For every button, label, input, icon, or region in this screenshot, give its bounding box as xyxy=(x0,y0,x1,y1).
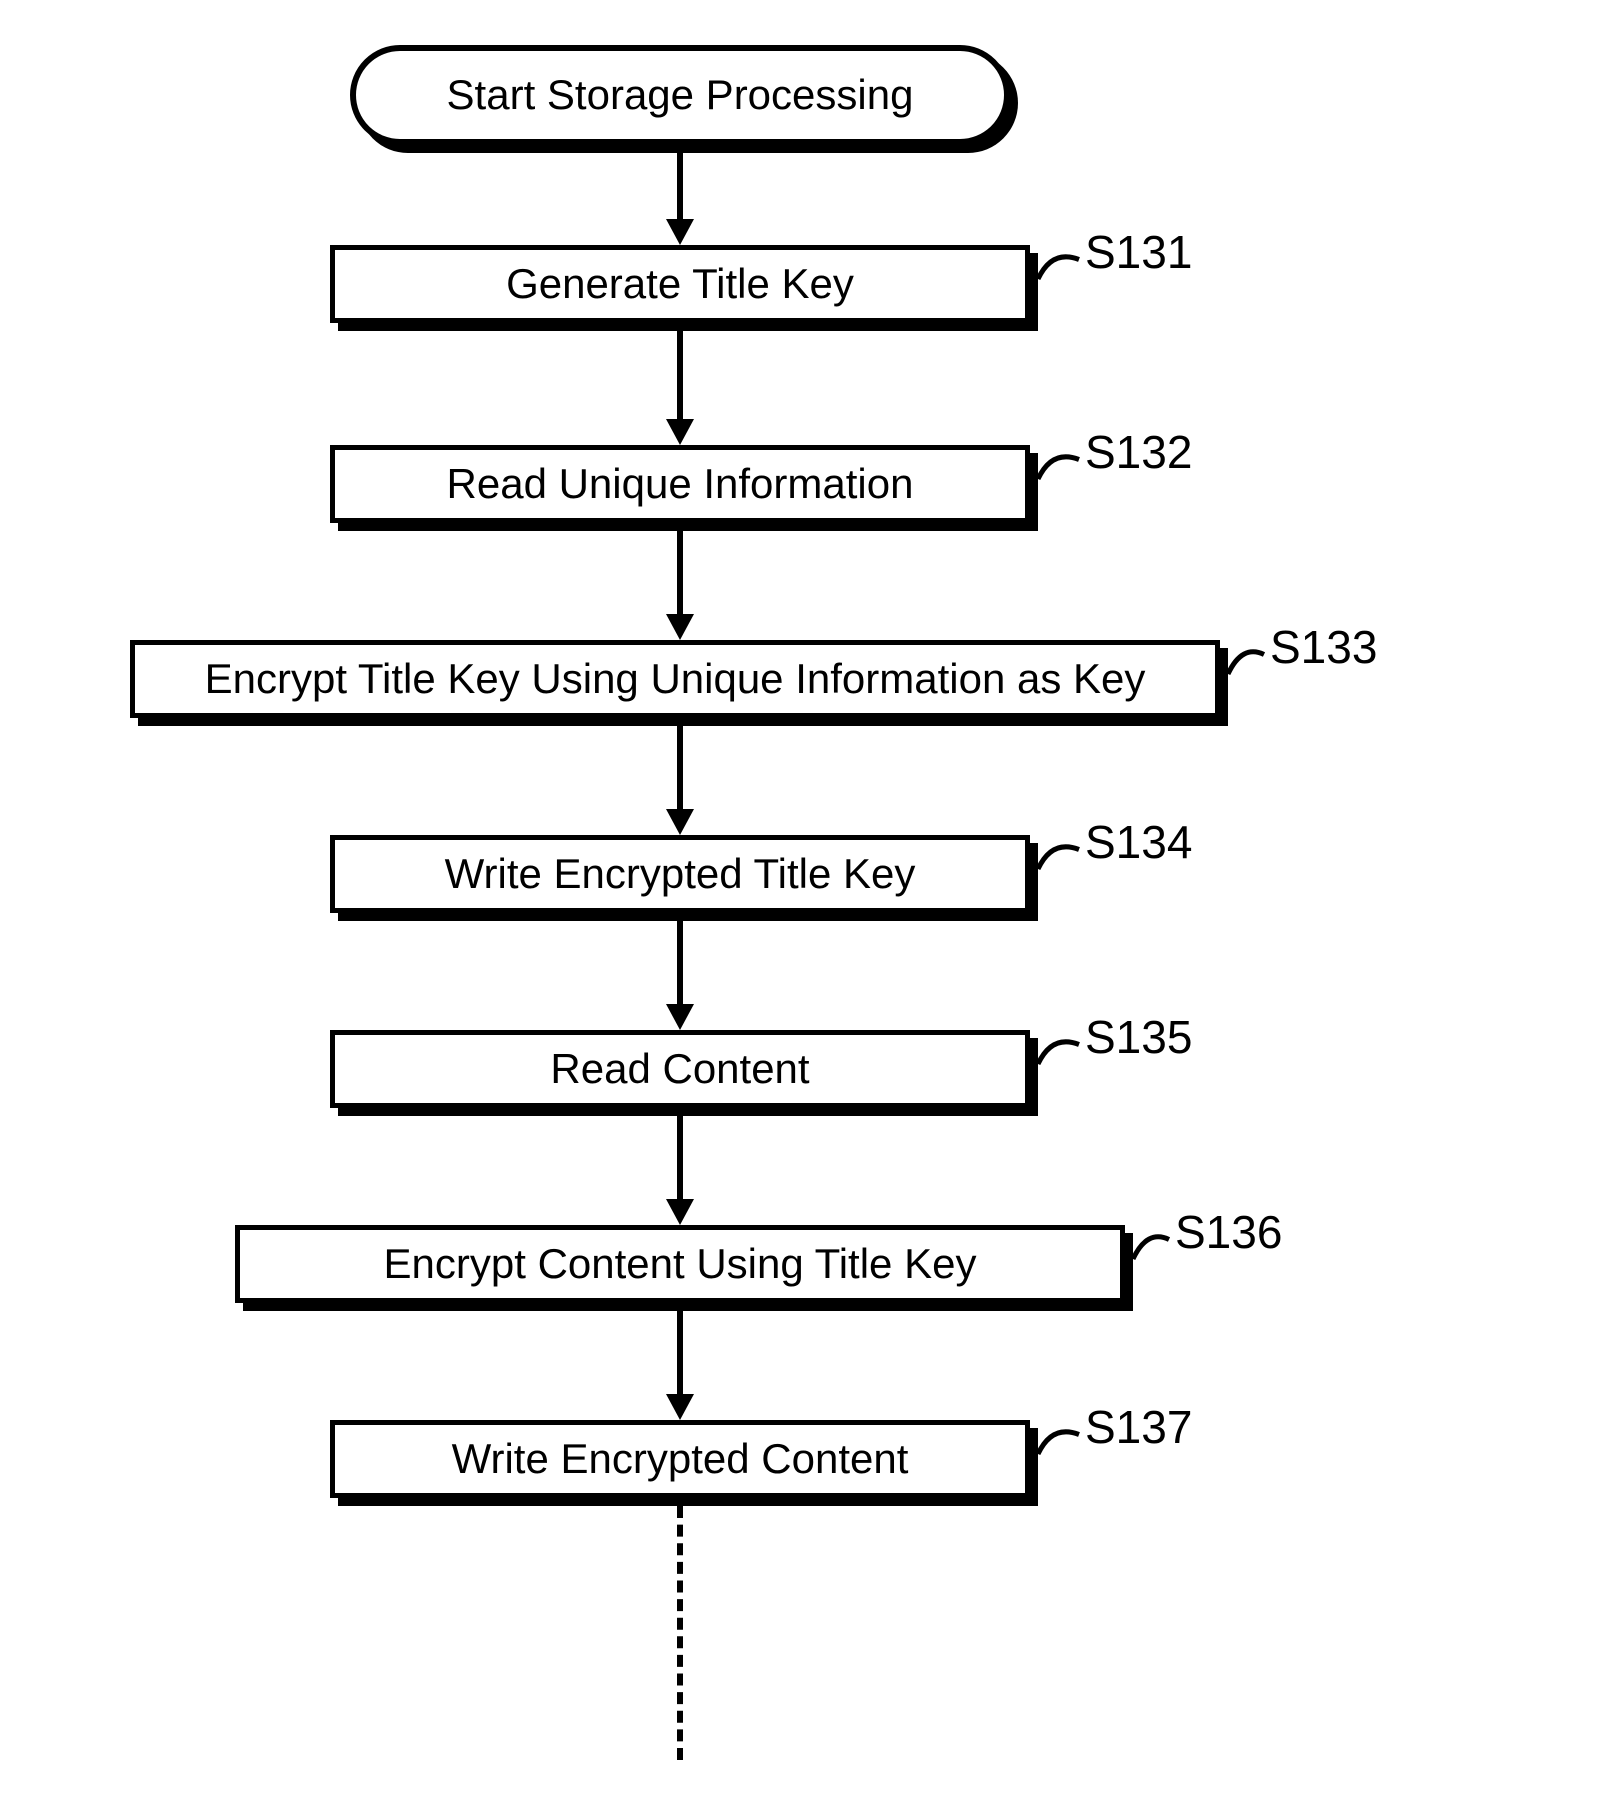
process-s134: Write Encrypted Title Key xyxy=(330,835,1030,913)
step-label-s135: S135 xyxy=(1085,1010,1192,1064)
arrow-shaft-5 xyxy=(677,1116,683,1199)
arrow-head-5 xyxy=(666,1199,694,1225)
process-s132: Read Unique Information xyxy=(330,445,1030,523)
step-label-s133: S133 xyxy=(1270,620,1377,674)
terminator-start: Start Storage Processing xyxy=(350,45,1010,145)
process-s135: Read Content xyxy=(330,1030,1030,1108)
arrow-head-4 xyxy=(666,1004,694,1030)
arrow-shaft-2 xyxy=(677,531,683,614)
arrow-shaft-4 xyxy=(677,921,683,1004)
arrow-head-3 xyxy=(666,809,694,835)
step-label-s132: S132 xyxy=(1085,425,1192,479)
process-s131: Generate Title Key xyxy=(330,245,1030,323)
process-s137: Write Encrypted Content xyxy=(330,1420,1030,1498)
arrow-shaft-0 xyxy=(677,153,683,219)
continuation-dashed xyxy=(677,1506,683,1760)
arrow-shaft-3 xyxy=(677,726,683,809)
arrow-head-1 xyxy=(666,419,694,445)
process-s136: Encrypt Content Using Title Key xyxy=(235,1225,1125,1303)
step-label-s134: S134 xyxy=(1085,815,1192,869)
arrow-head-6 xyxy=(666,1394,694,1420)
process-s133: Encrypt Title Key Using Unique Informati… xyxy=(130,640,1220,718)
step-label-s131: S131 xyxy=(1085,225,1192,279)
arrow-shaft-1 xyxy=(677,331,683,419)
flowchart-container: Start Storage Processing Generate Title K… xyxy=(0,0,1599,1808)
step-label-s136: S136 xyxy=(1175,1205,1282,1259)
arrow-head-0 xyxy=(666,219,694,245)
arrow-head-2 xyxy=(666,614,694,640)
step-label-s137: S137 xyxy=(1085,1400,1192,1454)
arrow-shaft-6 xyxy=(677,1311,683,1394)
